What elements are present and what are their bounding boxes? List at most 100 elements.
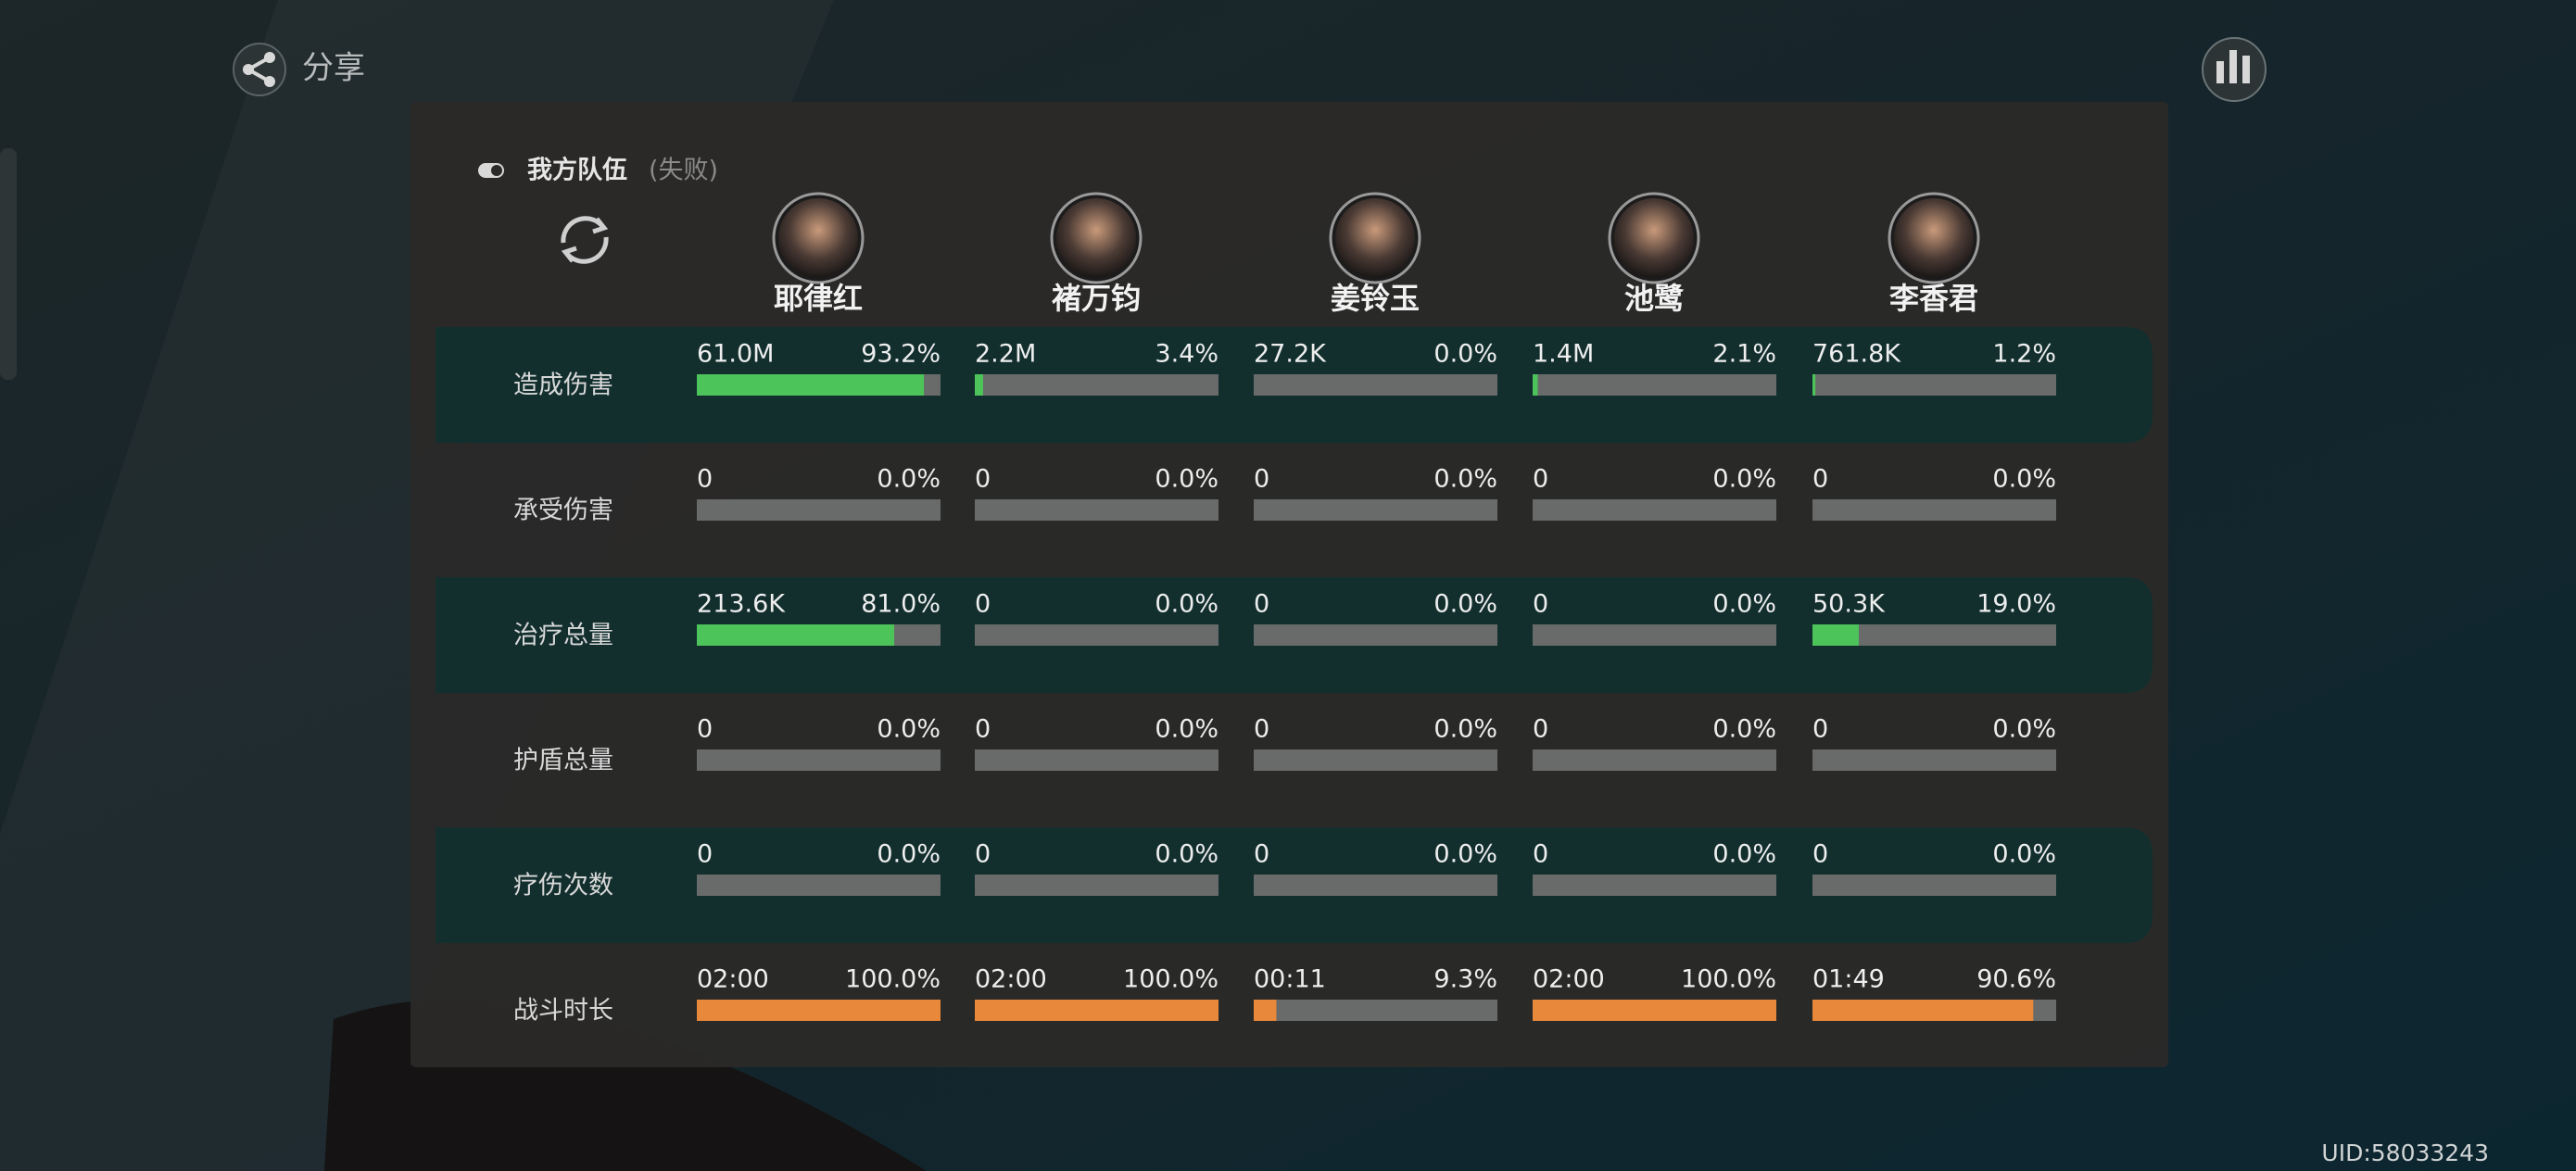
team-status: (失败) xyxy=(649,157,718,185)
cell-percent: 0.0% xyxy=(1992,840,2056,869)
avatar[interactable] xyxy=(778,198,858,278)
cell-percent: 0.0% xyxy=(1712,590,1776,619)
row-label: 治疗总量 xyxy=(513,622,613,650)
avatar[interactable] xyxy=(1614,198,1694,278)
bar-track xyxy=(697,875,941,896)
cell-percent: 0.0% xyxy=(1712,840,1776,869)
bar-fill xyxy=(975,1000,1219,1021)
avatar[interactable] xyxy=(1056,198,1136,278)
cell-value: 02:00 xyxy=(697,965,769,994)
bar-track xyxy=(1533,499,1776,521)
cell-percent: 0.0% xyxy=(1433,340,1497,369)
bar-track xyxy=(1254,1000,1497,1021)
bar-track xyxy=(1533,749,1776,771)
bar-fill xyxy=(1254,1000,1277,1021)
cell-percent: 0.0% xyxy=(1433,715,1497,744)
bar-track xyxy=(1812,875,2056,896)
character-name: 池鹭 xyxy=(1624,281,1685,316)
cell-percent: 0.0% xyxy=(1155,590,1219,619)
side-tab xyxy=(0,148,17,380)
bar-track xyxy=(1254,499,1497,521)
row-label: 承受伤害 xyxy=(513,497,613,525)
cell-percent: 81.0% xyxy=(861,590,941,619)
cell-value: 0 xyxy=(697,840,713,869)
bar-track xyxy=(1812,499,2056,521)
cell-value: 00:11 xyxy=(1254,965,1326,994)
bar-track xyxy=(1254,875,1497,896)
cell-percent: 0.0% xyxy=(1155,715,1219,744)
share-glyph xyxy=(243,52,275,87)
cell-percent: 0.0% xyxy=(1712,715,1776,744)
cell-value: 0 xyxy=(1533,715,1548,744)
cell-percent: 0.0% xyxy=(877,715,941,744)
cell-value: 0 xyxy=(1254,590,1269,619)
cell-percent: 93.2% xyxy=(861,340,941,369)
bar-track xyxy=(1812,374,2056,396)
bar-track xyxy=(1254,374,1497,396)
cell-value: 1.4M xyxy=(1533,340,1594,369)
character-name: 姜铃玉 xyxy=(1331,281,1420,316)
cell-value: 0 xyxy=(1254,715,1269,744)
cell-value: 0 xyxy=(975,840,991,869)
bar-fill xyxy=(697,1000,941,1021)
row-label: 战斗时长 xyxy=(513,997,613,1026)
cell-percent: 0.0% xyxy=(877,840,941,869)
bar-fill xyxy=(1812,624,1859,646)
cell-value: 213.6K xyxy=(697,590,786,619)
bar-track xyxy=(975,624,1219,646)
team-title: 我方队伍 xyxy=(527,156,627,185)
refresh-icon[interactable] xyxy=(561,216,609,264)
share-label[interactable]: 分享 xyxy=(302,50,365,87)
cell-value: 02:00 xyxy=(1533,965,1605,994)
share-icon[interactable] xyxy=(233,43,286,96)
character-name: 李香君 xyxy=(1889,281,1978,316)
cell-percent: 9.3% xyxy=(1433,965,1497,994)
bar-track xyxy=(1812,624,2056,646)
bar-fill xyxy=(697,374,925,396)
cell-value: 27.2K xyxy=(1254,340,1327,369)
cell-percent: 2.1% xyxy=(1712,340,1776,369)
stats-glyph xyxy=(2216,50,2250,83)
cell-value: 0 xyxy=(1812,840,1828,869)
cell-percent: 0.0% xyxy=(1433,840,1497,869)
cell-value: 0 xyxy=(1254,840,1269,869)
bar-track xyxy=(975,749,1219,771)
bar-fill xyxy=(1812,374,1816,396)
cell-percent: 0.0% xyxy=(877,465,941,494)
character-name: 褚万钧 xyxy=(1052,281,1141,316)
bar-track xyxy=(1254,624,1497,646)
bar-track xyxy=(1812,749,2056,771)
cell-value: 0 xyxy=(1254,465,1269,494)
cell-value: 0 xyxy=(975,715,991,744)
cell-percent: 100.0% xyxy=(1681,965,1776,994)
bar-fill xyxy=(697,624,895,646)
bar-fill xyxy=(1533,374,1538,396)
uid: UID:58033243 xyxy=(2321,1140,2489,1166)
cell-value: 0 xyxy=(697,465,713,494)
bar-track xyxy=(697,749,941,771)
row-label: 疗伤次数 xyxy=(513,872,613,900)
bar-track xyxy=(1254,749,1497,771)
avatar[interactable] xyxy=(1894,198,1974,278)
bar-track xyxy=(697,499,941,521)
cell-percent: 0.0% xyxy=(1155,465,1219,494)
cell-percent: 0.0% xyxy=(1992,715,2056,744)
bar-track xyxy=(975,374,1219,396)
cell-percent: 100.0% xyxy=(1123,965,1219,994)
avatar[interactable] xyxy=(1335,198,1415,278)
cell-value: 02:00 xyxy=(975,965,1047,994)
toggle-knob xyxy=(491,165,502,176)
cell-percent: 100.0% xyxy=(845,965,941,994)
cell-value: 0 xyxy=(1533,465,1548,494)
cell-value: 2.2M xyxy=(975,340,1036,369)
cell-percent: 0.0% xyxy=(1433,590,1497,619)
bar-fill xyxy=(975,374,983,396)
cell-percent: 0.0% xyxy=(1992,465,2056,494)
cell-value: 0 xyxy=(1533,840,1548,869)
cell-percent: 19.0% xyxy=(1976,590,2056,619)
cell-percent: 0.0% xyxy=(1433,465,1497,494)
cell-percent: 0.0% xyxy=(1155,840,1219,869)
